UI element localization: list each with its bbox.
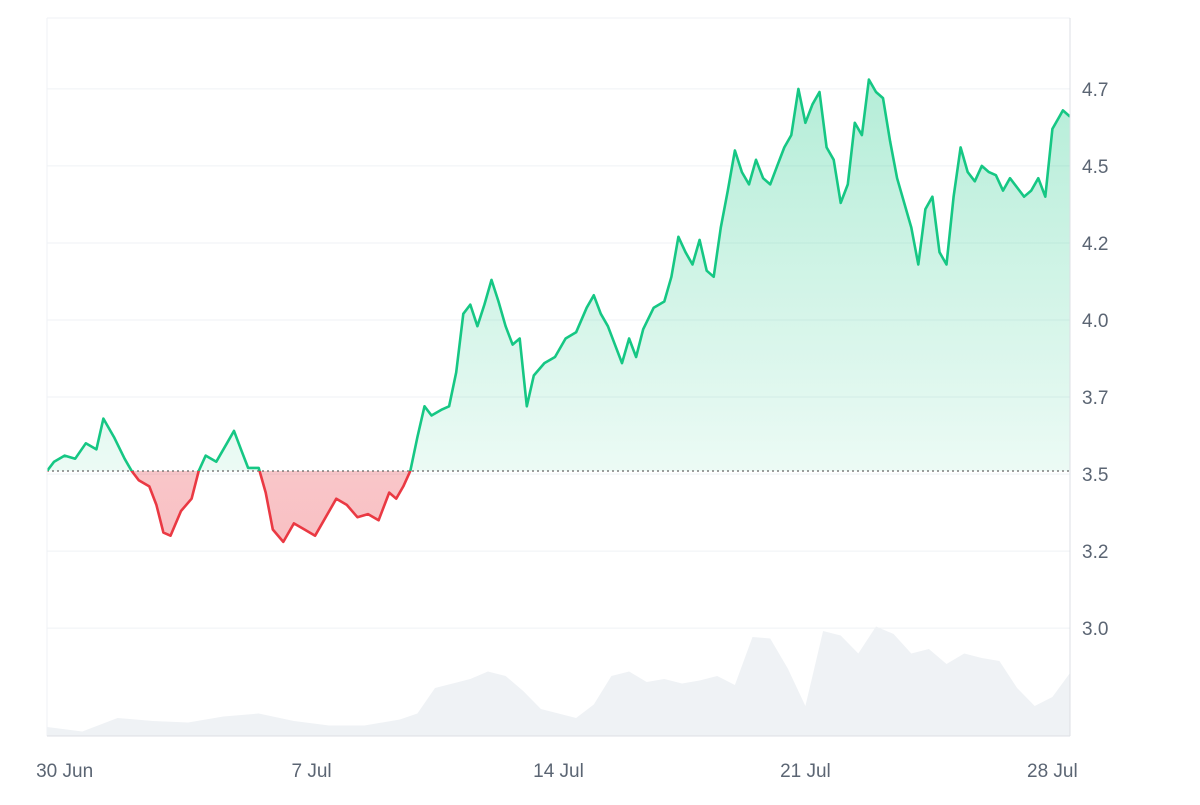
y-tick-label: 4.2	[1082, 234, 1108, 255]
y-tick-label: 3.7	[1082, 388, 1108, 409]
area-above-baseline	[47, 79, 1070, 471]
y-tick-label: 3.0	[1082, 619, 1108, 640]
y-tick-label: 3.2	[1082, 542, 1108, 563]
x-tick-label: 14 Jul	[533, 761, 584, 782]
area-layer	[47, 79, 1070, 542]
y-tick-label: 4.0	[1082, 311, 1108, 332]
volume-layer	[47, 626, 1070, 736]
x-tick-label: 30 Jun	[36, 761, 93, 782]
area-below-baseline	[47, 470, 411, 542]
grid-layer	[47, 88, 1070, 629]
axis-layer: 3.0 3.2 3.5 3.7 4.0 4.2 4.5 4.7 30 Jun 7 Jul 14 Ju…	[36, 17, 1108, 782]
x-tick-label: 28 Jul	[1027, 761, 1078, 782]
y-tick-label: 3.5	[1082, 465, 1108, 486]
volume-area	[47, 626, 1070, 736]
price-line-above	[47, 78, 1070, 471]
y-tick-label: 4.7	[1082, 80, 1108, 101]
x-tick-label: 7 Jul	[291, 761, 331, 782]
line-layer	[47, 78, 1070, 544]
y-tick-label: 4.5	[1082, 157, 1108, 178]
x-tick-label: 21 Jul	[780, 761, 831, 782]
